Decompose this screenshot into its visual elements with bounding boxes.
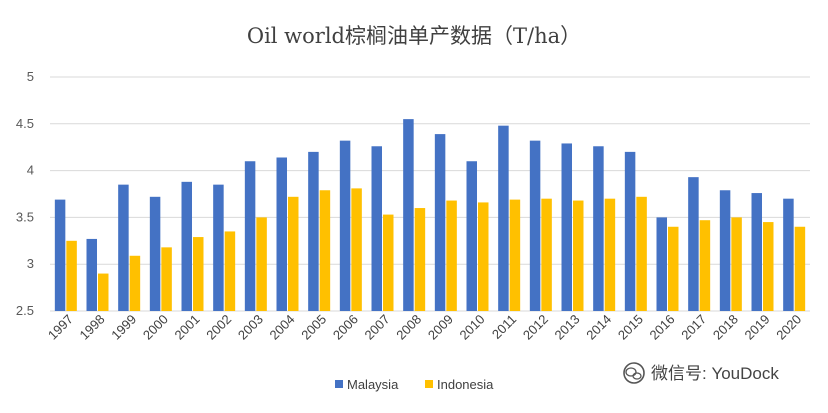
y-tick-label: 4: [27, 163, 34, 178]
x-tick-label: 2012: [520, 312, 551, 343]
bar-indonesia-2019: [763, 222, 774, 311]
wechat-icon: [623, 362, 645, 384]
legend-swatch-indonesia: [425, 380, 433, 388]
bar-malaysia-1998: [86, 238, 97, 311]
bar-indonesia-2000: [161, 247, 172, 311]
x-tick-label: 2011: [489, 312, 519, 342]
bar-indonesia-2010: [478, 202, 489, 311]
watermark-text: 微信号: YouDock: [651, 364, 779, 383]
bar-indonesia-2020: [794, 226, 806, 311]
bar-malaysia-2017: [688, 177, 699, 311]
bar-indonesia-1999: [129, 255, 141, 311]
x-tick-label: 2017: [678, 312, 709, 343]
bar-malaysia-2009: [434, 134, 446, 311]
bar-malaysia-2015: [624, 151, 636, 311]
legend: Malaysia Indonesia: [335, 377, 494, 392]
bar-indonesia-2008: [414, 208, 426, 311]
bar-indonesia-2006: [351, 188, 362, 311]
bar-malaysia-1999: [118, 184, 129, 311]
x-tick-label: 2010: [457, 312, 488, 343]
y-tick-label: 3.5: [16, 209, 34, 224]
bar-malaysia-2004: [276, 157, 287, 311]
x-tick-label: 2005: [298, 312, 329, 343]
bar-indonesia-2017: [699, 220, 711, 311]
x-tick-label: 2015: [615, 312, 646, 343]
x-tick-label: 2002: [203, 312, 234, 343]
bar-malaysia-2019: [751, 193, 762, 311]
bar-malaysia-2010: [466, 161, 477, 311]
bar-indonesia-2016: [668, 226, 679, 311]
bar-indonesia-2002: [224, 231, 236, 311]
x-tick-label: 2007: [362, 312, 393, 343]
bar-malaysia-2014: [593, 146, 604, 311]
bar-indonesia-2004: [288, 196, 299, 311]
x-tick-label: 2019: [742, 312, 773, 343]
gridlines: [50, 76, 810, 312]
x-tick-label: 2020: [773, 312, 804, 343]
y-tick-label: 5: [27, 69, 34, 84]
bar-malaysia-2011: [498, 125, 509, 311]
bar-malaysia-2007: [371, 146, 382, 311]
x-tick-label: 2000: [140, 312, 171, 343]
bar-malaysia-2005: [308, 151, 319, 311]
bar-indonesia-2007: [383, 214, 394, 311]
chart-title: Oil world棕榈油单产数据（T/ha）: [247, 24, 581, 48]
bar-malaysia-2013: [561, 143, 572, 311]
bar-malaysia-2006: [339, 140, 351, 311]
bars: [54, 119, 806, 312]
bar-indonesia-2011: [509, 199, 521, 311]
bar-indonesia-1997: [66, 240, 77, 311]
bar-indonesia-2003: [256, 217, 267, 311]
bar-malaysia-2020: [783, 198, 794, 311]
bar-malaysia-2018: [719, 190, 731, 311]
x-tick-label: 2001: [172, 312, 203, 343]
x-tick-label: 1999: [108, 312, 139, 343]
bar-indonesia-1998: [98, 273, 109, 311]
x-tick-label: 1997: [45, 312, 76, 343]
y-tick-label: 4.5: [16, 116, 34, 131]
bar-indonesia-2015: [636, 196, 647, 311]
x-tick-label: 2003: [235, 312, 266, 343]
x-tick-label: 2014: [583, 312, 614, 343]
x-tick-label: 2006: [330, 312, 361, 343]
y-axis-ticks: 2.5 3 3.5 4 4.5 5: [16, 69, 34, 318]
x-tick-label: 2013: [552, 312, 583, 343]
bar-malaysia-2008: [403, 119, 414, 312]
x-tick-label: 2018: [710, 312, 741, 343]
bar-indonesia-2012: [541, 198, 552, 311]
bar-indonesia-2009: [446, 200, 457, 311]
bar-indonesia-2001: [193, 237, 204, 311]
bar-malaysia-2003: [244, 161, 256, 311]
legend-label-malaysia: Malaysia: [347, 377, 399, 392]
y-tick-label: 3: [27, 256, 34, 271]
watermark: 微信号: YouDock: [623, 362, 779, 384]
bar-indonesia-2005: [319, 190, 331, 311]
legend-swatch-malaysia: [335, 380, 343, 388]
bar-indonesia-2018: [731, 217, 742, 311]
bar-indonesia-2014: [604, 198, 616, 311]
x-tick-label: 2009: [425, 312, 456, 343]
bar-malaysia-2002: [213, 184, 224, 311]
legend-label-indonesia: Indonesia: [437, 377, 494, 392]
y-tick-label: 2.5: [16, 303, 34, 318]
bar-malaysia-1997: [54, 199, 66, 311]
x-tick-label: 1998: [77, 312, 108, 343]
bar-malaysia-2001: [181, 181, 192, 311]
bar-malaysia-2012: [529, 140, 541, 311]
x-axis-ticks: 1997 1998 1999 2000 2001 2002 2003 2004 2005 2006…: [45, 312, 804, 343]
bar-indonesia-2013: [573, 200, 584, 311]
bar-malaysia-2000: [149, 196, 161, 311]
x-tick-label: 2008: [393, 312, 424, 343]
x-tick-label: 2016: [647, 312, 678, 343]
x-tick-label: 2004: [267, 312, 298, 343]
bar-malaysia-2016: [656, 217, 667, 311]
